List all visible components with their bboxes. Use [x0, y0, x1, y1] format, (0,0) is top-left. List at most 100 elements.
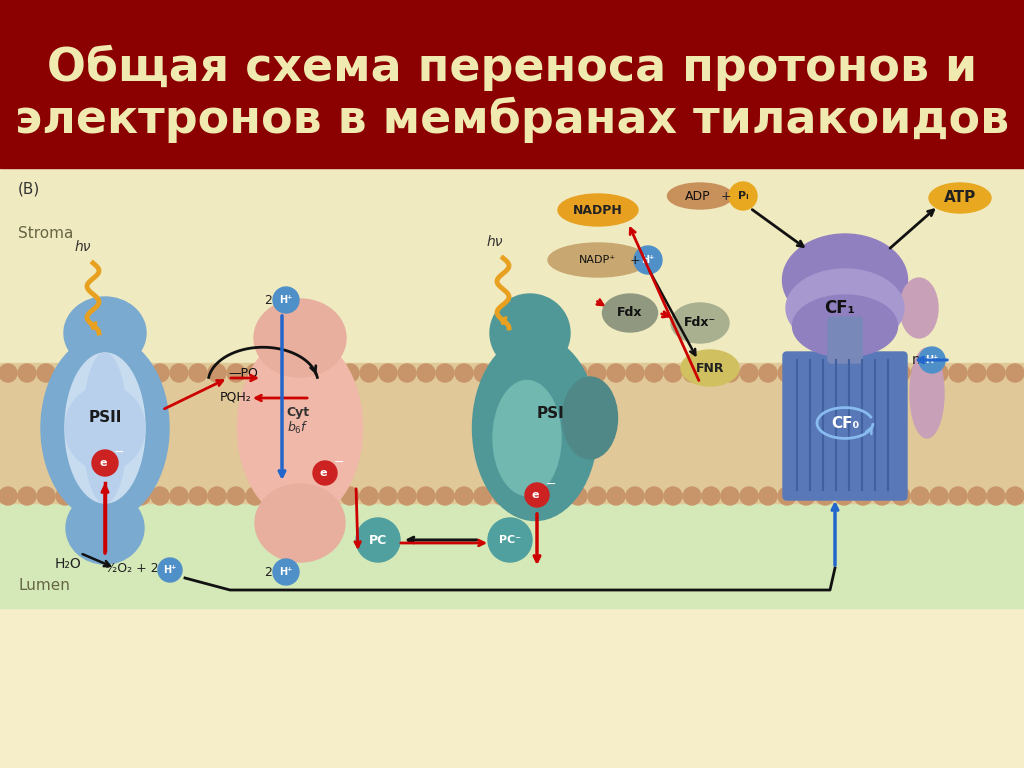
- Circle shape: [892, 487, 910, 505]
- Circle shape: [208, 364, 226, 382]
- Circle shape: [170, 487, 188, 505]
- Text: H⁺: H⁺: [641, 255, 654, 265]
- Circle shape: [968, 364, 986, 382]
- Ellipse shape: [562, 377, 617, 459]
- Circle shape: [816, 487, 834, 505]
- Ellipse shape: [472, 336, 597, 521]
- Circle shape: [303, 364, 321, 382]
- Ellipse shape: [900, 278, 938, 338]
- Text: CF₁: CF₁: [824, 299, 855, 317]
- Circle shape: [322, 487, 340, 505]
- Ellipse shape: [493, 380, 561, 495]
- Circle shape: [740, 364, 758, 382]
- Circle shape: [151, 364, 169, 382]
- Ellipse shape: [929, 183, 991, 213]
- Circle shape: [474, 364, 492, 382]
- Text: Fdx: Fdx: [617, 306, 643, 319]
- Circle shape: [626, 487, 644, 505]
- Circle shape: [797, 364, 815, 382]
- Circle shape: [113, 364, 131, 382]
- Circle shape: [634, 246, 662, 274]
- Text: Fdx⁻: Fdx⁻: [684, 316, 716, 329]
- Circle shape: [227, 364, 245, 382]
- Text: PC⁻: PC⁻: [499, 535, 521, 545]
- Circle shape: [360, 364, 378, 382]
- Circle shape: [778, 487, 796, 505]
- Circle shape: [607, 364, 625, 382]
- Circle shape: [284, 364, 302, 382]
- Circle shape: [759, 487, 777, 505]
- Circle shape: [56, 487, 74, 505]
- Text: PC: PC: [369, 534, 387, 547]
- Circle shape: [873, 487, 891, 505]
- Text: H⁺: H⁺: [280, 295, 293, 305]
- Ellipse shape: [782, 234, 907, 326]
- Circle shape: [759, 364, 777, 382]
- Circle shape: [189, 364, 207, 382]
- Circle shape: [664, 487, 682, 505]
- Text: H⁺: H⁺: [163, 565, 177, 575]
- Circle shape: [493, 487, 511, 505]
- Circle shape: [322, 364, 340, 382]
- Circle shape: [607, 487, 625, 505]
- Circle shape: [930, 364, 948, 382]
- Text: 2: 2: [264, 293, 272, 306]
- Ellipse shape: [786, 269, 904, 347]
- Text: hν: hν: [75, 240, 91, 254]
- FancyBboxPatch shape: [783, 352, 907, 500]
- Circle shape: [550, 487, 568, 505]
- Circle shape: [132, 487, 150, 505]
- Circle shape: [987, 364, 1005, 382]
- Bar: [0, 0, 1024, 168]
- Text: электронов в мембранах тилакоидов: электронов в мембранах тилакоидов: [15, 97, 1009, 143]
- Ellipse shape: [671, 303, 729, 343]
- Circle shape: [531, 364, 549, 382]
- Circle shape: [56, 364, 74, 382]
- Circle shape: [645, 364, 663, 382]
- Circle shape: [569, 487, 587, 505]
- Circle shape: [398, 364, 416, 382]
- Circle shape: [18, 487, 36, 505]
- Ellipse shape: [254, 299, 346, 377]
- Text: −: −: [334, 456, 344, 469]
- Circle shape: [246, 364, 264, 382]
- Circle shape: [930, 487, 948, 505]
- Ellipse shape: [558, 194, 638, 226]
- Circle shape: [75, 487, 93, 505]
- Circle shape: [664, 364, 682, 382]
- Circle shape: [488, 518, 532, 562]
- Circle shape: [729, 182, 757, 210]
- Circle shape: [0, 487, 17, 505]
- Circle shape: [835, 487, 853, 505]
- Circle shape: [455, 487, 473, 505]
- Circle shape: [702, 364, 720, 382]
- Circle shape: [92, 450, 118, 476]
- Circle shape: [356, 518, 400, 562]
- Circle shape: [265, 364, 283, 382]
- Circle shape: [436, 487, 454, 505]
- Text: H⁺: H⁺: [280, 567, 293, 577]
- Circle shape: [816, 364, 834, 382]
- Circle shape: [379, 364, 397, 382]
- Text: Lumen: Lumen: [18, 578, 70, 593]
- Circle shape: [778, 364, 796, 382]
- Text: ADP: ADP: [685, 190, 711, 203]
- Circle shape: [949, 487, 967, 505]
- Ellipse shape: [681, 350, 739, 386]
- Text: —PQ: —PQ: [228, 366, 258, 379]
- Circle shape: [455, 364, 473, 382]
- Text: +: +: [721, 190, 731, 203]
- Circle shape: [284, 487, 302, 505]
- Circle shape: [208, 487, 226, 505]
- Circle shape: [227, 487, 245, 505]
- Circle shape: [569, 364, 587, 382]
- Circle shape: [158, 558, 182, 582]
- Circle shape: [398, 487, 416, 505]
- Bar: [0, 468, 1024, 608]
- Text: −: −: [546, 478, 556, 491]
- Circle shape: [835, 364, 853, 382]
- Text: 2: 2: [264, 565, 272, 578]
- Circle shape: [702, 487, 720, 505]
- Circle shape: [525, 483, 549, 507]
- Circle shape: [303, 487, 321, 505]
